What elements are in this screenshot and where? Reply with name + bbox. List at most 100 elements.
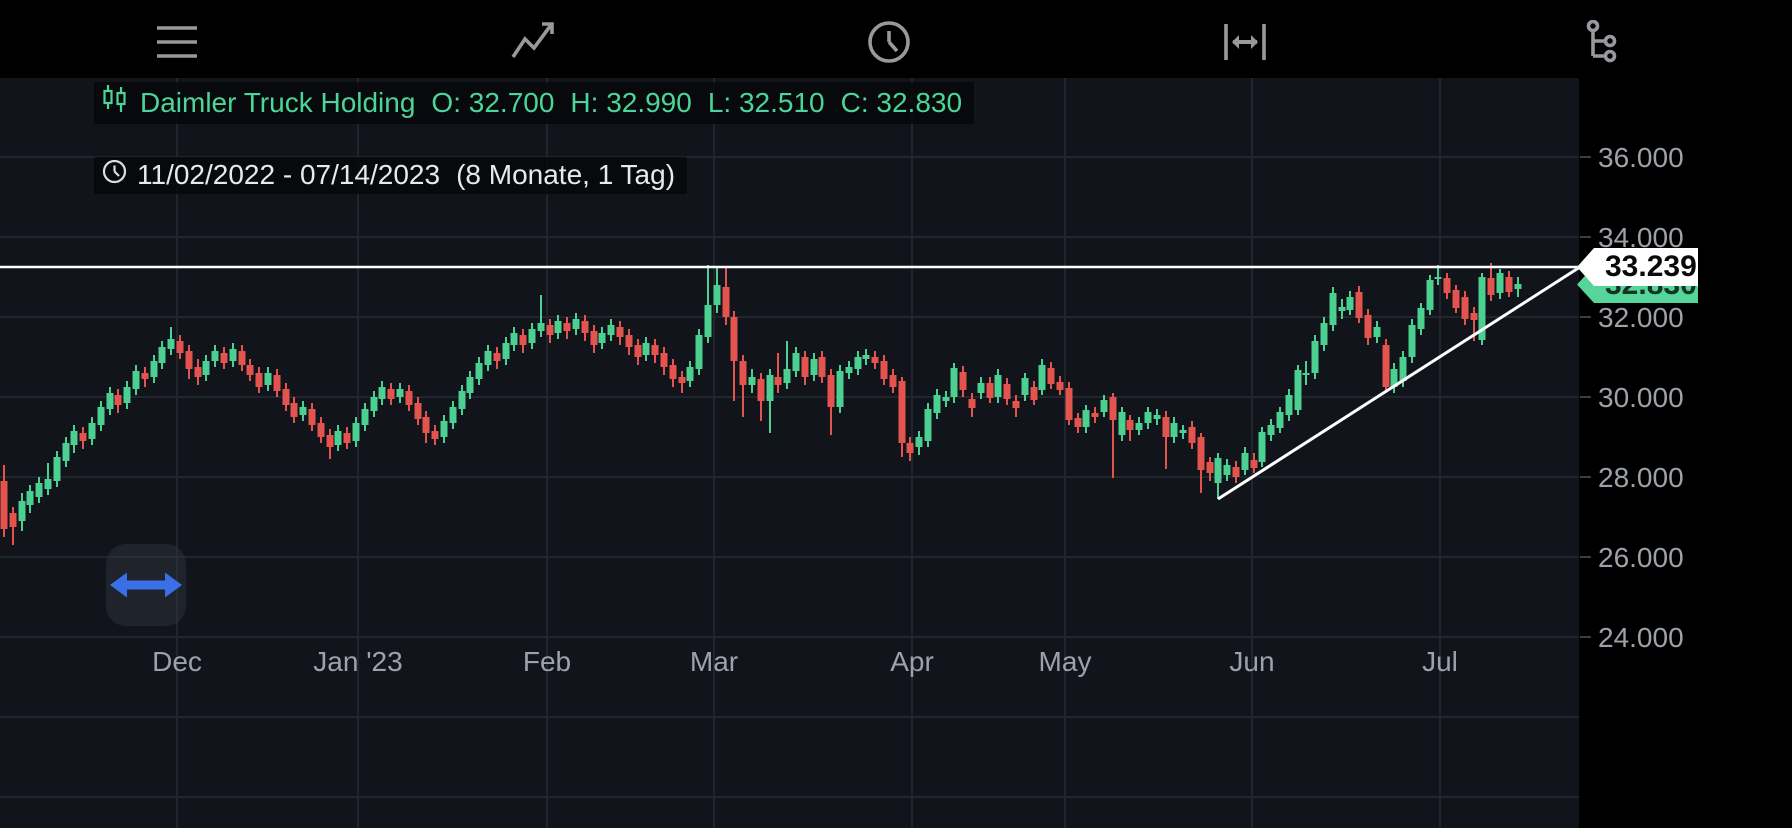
candle-body bbox=[810, 359, 818, 375]
candle-body bbox=[889, 375, 897, 387]
candle-body bbox=[1232, 467, 1240, 477]
pan-horizontal-button[interactable] bbox=[106, 544, 186, 626]
candle-body bbox=[1461, 297, 1469, 319]
candle-body bbox=[1258, 432, 1266, 462]
candle-body bbox=[986, 383, 994, 398]
candle-body bbox=[827, 375, 835, 407]
candle-body bbox=[748, 377, 756, 385]
candle-body bbox=[1434, 277, 1442, 279]
candle-body bbox=[405, 391, 413, 405]
candle-body bbox=[616, 327, 624, 337]
candle-body bbox=[422, 417, 430, 433]
candle-body bbox=[757, 379, 765, 401]
candle-body bbox=[669, 365, 677, 379]
candle-body bbox=[678, 377, 686, 383]
candle-body bbox=[132, 371, 140, 389]
candle-body bbox=[1091, 413, 1099, 417]
candle-body bbox=[695, 335, 703, 369]
ohlc-high-label: H: bbox=[570, 86, 599, 118]
candle-body bbox=[361, 409, 369, 425]
candle-body bbox=[942, 397, 950, 401]
candle-body bbox=[466, 377, 474, 393]
candlestick-series-icon bbox=[102, 84, 128, 121]
candle-body bbox=[634, 345, 642, 357]
candle-body bbox=[651, 345, 659, 355]
candle-body bbox=[326, 435, 334, 447]
ohlc-low-value: 32.510 bbox=[738, 86, 825, 118]
candle-body bbox=[510, 333, 518, 345]
legend-range-row[interactable]: 11/02/2022 - 07/14/2023 (8 Monate, 1 Tag… bbox=[94, 157, 688, 194]
chart-pane bbox=[0, 78, 1579, 828]
time-axis-label: Mar bbox=[690, 646, 738, 677]
candle-body bbox=[836, 371, 844, 407]
candle-body bbox=[396, 389, 404, 397]
candle-body bbox=[713, 285, 721, 305]
price-tick-label: 28.000 bbox=[1598, 462, 1684, 493]
ohlc-open-label: O: bbox=[431, 86, 461, 118]
date-range: 11/02/2022 - 07/14/2023 bbox=[137, 159, 441, 190]
candle-body bbox=[1338, 307, 1346, 311]
candle-body bbox=[211, 351, 219, 361]
candle-body bbox=[519, 335, 527, 345]
candle-body bbox=[1364, 315, 1372, 338]
candle-body bbox=[572, 319, 580, 329]
candle-body bbox=[334, 431, 342, 445]
candle-body bbox=[546, 325, 554, 335]
candle-body bbox=[220, 353, 228, 363]
bar-width-icon[interactable] bbox=[1222, 20, 1268, 64]
candle-body bbox=[1426, 280, 1434, 310]
candle-body bbox=[282, 389, 290, 405]
candle-body bbox=[950, 368, 958, 397]
candle-body bbox=[563, 323, 571, 331]
ohlc-high-value: 32.990 bbox=[606, 86, 692, 118]
price-tick-label: 34.000 bbox=[1598, 222, 1684, 253]
candle-body bbox=[317, 423, 325, 437]
candle-body bbox=[906, 443, 914, 453]
candle-body bbox=[106, 393, 114, 409]
candle-body bbox=[1294, 370, 1302, 410]
candle-body bbox=[1065, 388, 1073, 420]
legend: Daimler Truck Holding O: 32.700 H: 32.99… bbox=[94, 82, 975, 194]
time-axis-label: May bbox=[1039, 646, 1092, 677]
candle-body bbox=[1179, 430, 1187, 433]
candle-body bbox=[581, 321, 589, 333]
candle-body bbox=[370, 397, 378, 411]
candle-body bbox=[123, 387, 131, 403]
candle-body bbox=[431, 431, 439, 439]
candle-body bbox=[53, 457, 61, 481]
clock-icon[interactable] bbox=[866, 20, 912, 64]
candle-body bbox=[414, 403, 422, 419]
candle-body bbox=[97, 407, 105, 425]
candle-body bbox=[185, 351, 193, 369]
candle-body bbox=[845, 367, 853, 373]
candle-body bbox=[1329, 293, 1337, 325]
time-axis-label: Feb bbox=[523, 646, 571, 677]
candle-body bbox=[484, 351, 492, 365]
line-chart-icon[interactable] bbox=[510, 20, 556, 64]
price-line-tag: 33.239 bbox=[1577, 248, 1698, 286]
candle-body bbox=[158, 347, 166, 363]
candle-body bbox=[1056, 382, 1064, 390]
menu-icon[interactable] bbox=[154, 20, 200, 64]
clock-small-icon bbox=[102, 159, 127, 191]
candle-body bbox=[774, 377, 782, 385]
price-tick-label: 24.000 bbox=[1598, 622, 1684, 653]
legend-symbol-row[interactable]: Daimler Truck Holding O: 32.700 H: 32.99… bbox=[94, 82, 975, 124]
candle-body bbox=[1320, 323, 1328, 345]
candle-body bbox=[1030, 387, 1038, 400]
ohlc-open-value: 32.700 bbox=[468, 86, 555, 118]
candle-body bbox=[1267, 425, 1275, 435]
candle-body bbox=[862, 355, 870, 359]
price-line-value: 33.239 bbox=[1605, 250, 1697, 283]
candle-body bbox=[537, 323, 545, 331]
candle-body bbox=[176, 341, 184, 353]
candle-body bbox=[1443, 278, 1451, 293]
candle-body bbox=[449, 407, 457, 423]
candle-body bbox=[1355, 292, 1363, 318]
candle-body bbox=[739, 361, 747, 385]
candle-body bbox=[475, 363, 483, 379]
object-tree-icon[interactable] bbox=[1580, 19, 1626, 64]
candle-body bbox=[264, 373, 272, 385]
candle-body bbox=[1241, 453, 1249, 470]
